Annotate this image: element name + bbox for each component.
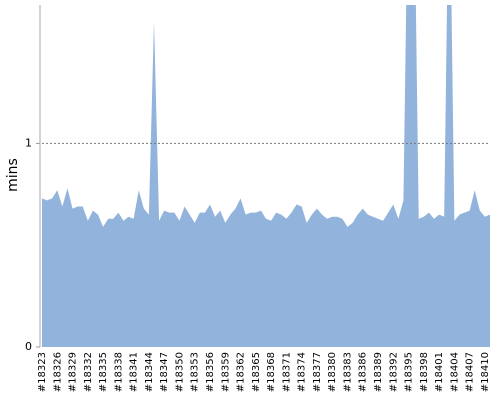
x-tick-label: #18341 (129, 352, 140, 392)
y-tick-label: 1 (25, 136, 32, 149)
x-tick-label: #18356 (205, 352, 216, 392)
x-tick-label: #18380 (327, 352, 338, 392)
x-tick-label: #18338 (113, 352, 124, 392)
x-tick-label: #18323 (37, 352, 48, 392)
x-tick-label: #18404 (449, 352, 460, 392)
x-tick-label: #18392 (388, 352, 399, 392)
x-tick-label: #18374 (297, 352, 308, 392)
x-tick-label: #18359 (220, 352, 231, 392)
x-tick-label: #18401 (434, 352, 445, 392)
x-tick-label: #18389 (373, 352, 384, 392)
area (42, 5, 490, 347)
x-tick-label: #18335 (98, 352, 109, 392)
x-tick-label: #18344 (144, 352, 155, 392)
x-tick-label: #18377 (312, 352, 323, 392)
x-tick-label: #18395 (404, 352, 415, 392)
x-tick-label: #18347 (159, 352, 170, 392)
x-tick-label: #18407 (465, 352, 476, 392)
y-tick-label: 0 (25, 340, 32, 353)
x-tick-label: #18353 (190, 352, 201, 392)
x-tick-label: #18365 (251, 352, 262, 392)
x-tick-label: #18326 (52, 352, 63, 392)
x-tick-label: #18398 (419, 352, 430, 392)
x-tick-label: #18368 (266, 352, 277, 392)
x-tick-label: #18383 (342, 352, 353, 392)
x-tick-label: #18386 (358, 352, 369, 392)
x-tick-label: #18329 (68, 352, 79, 392)
x-tick-label: #18332 (83, 352, 94, 392)
x-tick-label: #18410 (480, 352, 491, 392)
x-tick-label: #18362 (236, 352, 247, 392)
y-axis-label: mins (5, 158, 21, 192)
x-tick-label: #18371 (281, 352, 292, 392)
x-tick-label: #18350 (174, 352, 185, 392)
